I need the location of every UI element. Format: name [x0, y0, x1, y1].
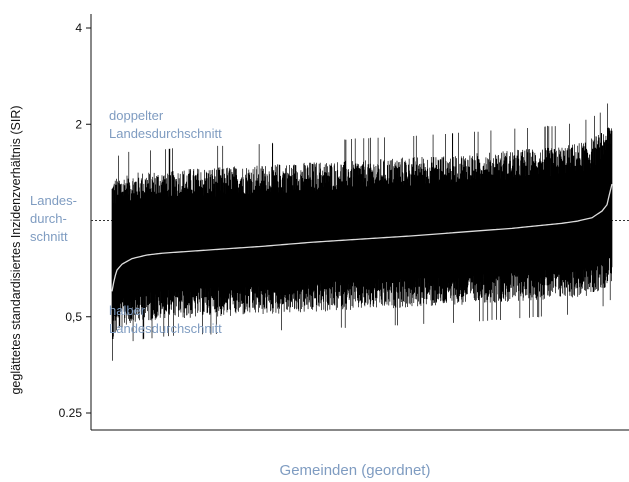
annotation-landes: Landes- durch- schnitt	[30, 193, 81, 244]
annotation-doppelter-line-1: doppelter	[109, 108, 164, 123]
annotation-landes-line-3: schnitt	[30, 229, 68, 244]
y-tick-label: 0.25	[59, 406, 83, 420]
y-tick-label: 2	[75, 117, 82, 131]
annotation-doppelter-line-2: Landesdurchschnitt	[109, 126, 222, 141]
annotation-halber-line-1: halber	[109, 303, 146, 318]
annotation-landes-line-1: Landes-	[30, 193, 77, 208]
x-axis-label: Gemeinden (geordnet)	[280, 462, 431, 479]
annotation-doppelter: doppelter Landesdurchschnitt	[109, 108, 222, 141]
annotation-landes-line-2: durch-	[30, 211, 67, 226]
annotation-halber: halber Landesdurchschnitt	[109, 303, 222, 336]
y-tick-label: 0,5	[65, 310, 82, 324]
y-ticks: 0.25 0,5 2 4	[59, 21, 91, 420]
y-axis-label: geglättetes standardisiertes Inzidenzver…	[9, 105, 23, 394]
y-tick-label: 4	[75, 21, 82, 35]
median-sir-curve	[111, 183, 613, 292]
annotation-halber-line-2: Landesdurchschnitt	[109, 321, 222, 336]
